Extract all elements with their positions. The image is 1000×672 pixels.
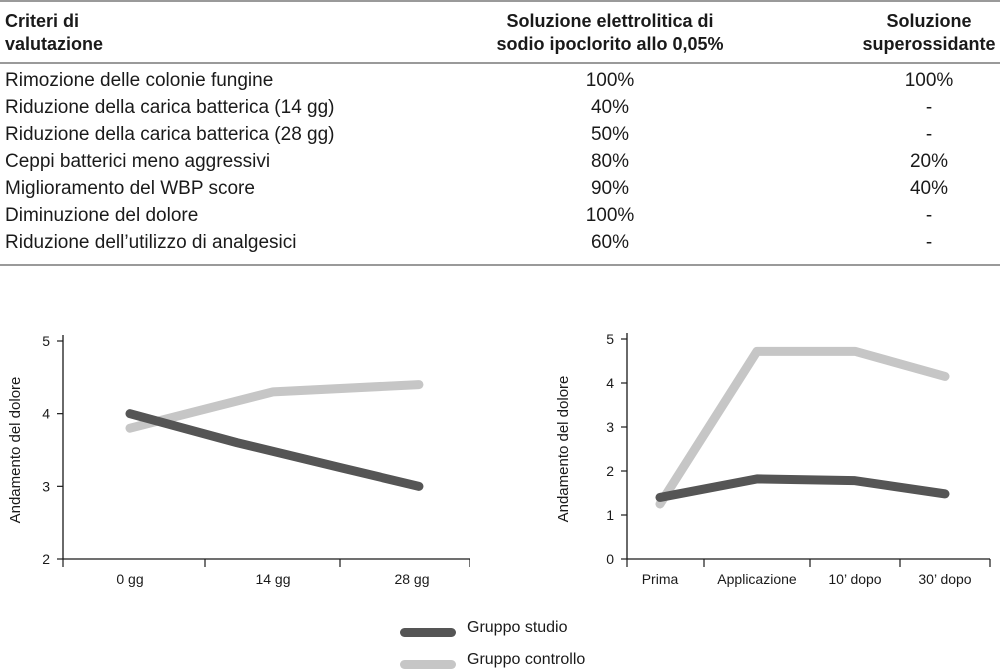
x-tick-label: 10’ dopo [828, 571, 881, 587]
x-tick-label: 14 gg [255, 571, 290, 587]
x-tick-label: 0 gg [116, 571, 143, 587]
pain-chart-days: 2 3 4 5 0 gg 14 gg 28 gg Andamento del dolore [7, 333, 470, 587]
table-cell-super-value: - [925, 205, 933, 226]
table-cell-super-value: 40% [909, 178, 949, 199]
legend-swatch-controllo [400, 660, 456, 669]
legend-label-controllo: Gruppo controllo [467, 651, 586, 668]
y-tick-label: 4 [606, 375, 614, 391]
table-cell-super-value: 100% [904, 70, 954, 91]
table-top-rule [0, 0, 1000, 2]
legend-swatch-studio [400, 628, 456, 637]
series-line-studio [655, 474, 950, 502]
table-row-label: Diminuzione del dolore [5, 205, 199, 226]
table-cell-super-value: 20% [909, 151, 949, 172]
table-cell-super-value: - [925, 124, 933, 145]
legend-label-studio: Gruppo studio [467, 619, 568, 636]
table-cell-sodio-value: 90% [590, 178, 630, 199]
x-tick-label: Applicazione [717, 571, 797, 587]
table-bottom-rule [0, 264, 1000, 266]
table-cell-sodio-value: 60% [590, 232, 630, 253]
pain-chart-application: 0 1 2 3 4 5 Prima Applicazione 10’ dopo 30’ dopo A… [555, 331, 991, 587]
y-tick-label: 2 [606, 463, 614, 479]
y-tick-label: 3 [42, 478, 50, 494]
table-row-label: Riduzione della carica batterica (14 gg) [5, 97, 335, 118]
table-row-label: Riduzione della carica batterica (28 gg) [5, 124, 335, 145]
table-cell-sodio-value: 50% [590, 124, 630, 145]
table-cell-sodio-value: 100% [585, 205, 635, 226]
header-sodio-line2: sodio ipoclorito allo 0,05% [496, 34, 724, 54]
table-row-label: Rimozione delle colonie fungine [5, 70, 274, 91]
header-super-line2: superossidante [862, 34, 996, 54]
header-super-line1: Soluzione [886, 11, 972, 31]
table-cell-sodio-value: 40% [590, 97, 630, 118]
table-row-label: Riduzione dell’utilizzo di analgesici [5, 232, 297, 253]
series-line-studio [125, 409, 424, 491]
series-line-controllo [125, 380, 424, 433]
y-axis-title: Andamento del dolore [7, 377, 24, 524]
table-cell-super-value: - [925, 97, 933, 118]
y-tick-label: 2 [42, 551, 50, 567]
y-tick-label: 3 [606, 419, 614, 435]
header-criteri-line2: valutazione [5, 34, 104, 54]
y-tick-label: 1 [606, 507, 614, 523]
header-criteri: Criteri di valutazione [5, 10, 103, 56]
table-cell-sodio-value: 100% [585, 70, 635, 91]
header-criteri-line1: Criteri di [5, 11, 80, 31]
table-cell-super-value: - [925, 232, 933, 253]
x-tick-label: 28 gg [394, 571, 429, 587]
x-tick-label: 30’ dopo [918, 571, 971, 587]
x-tick-label: Prima [642, 571, 679, 587]
y-tick-label: 5 [42, 333, 50, 349]
y-tick-label: 0 [606, 551, 614, 567]
y-axis-title: Andamento del dolore [555, 376, 572, 523]
header-sodio-line1: Soluzione elettrolitica di [506, 11, 714, 31]
table-row-label: Miglioramento del WBP score [5, 178, 255, 199]
y-tick-label: 5 [606, 331, 614, 347]
table-cell-sodio-value: 80% [590, 151, 630, 172]
table-row-label: Ceppi batterici meno aggressivi [5, 151, 271, 172]
table-header-rule [0, 62, 1000, 64]
series-line-controllo [655, 346, 950, 509]
y-tick-label: 4 [42, 406, 50, 422]
